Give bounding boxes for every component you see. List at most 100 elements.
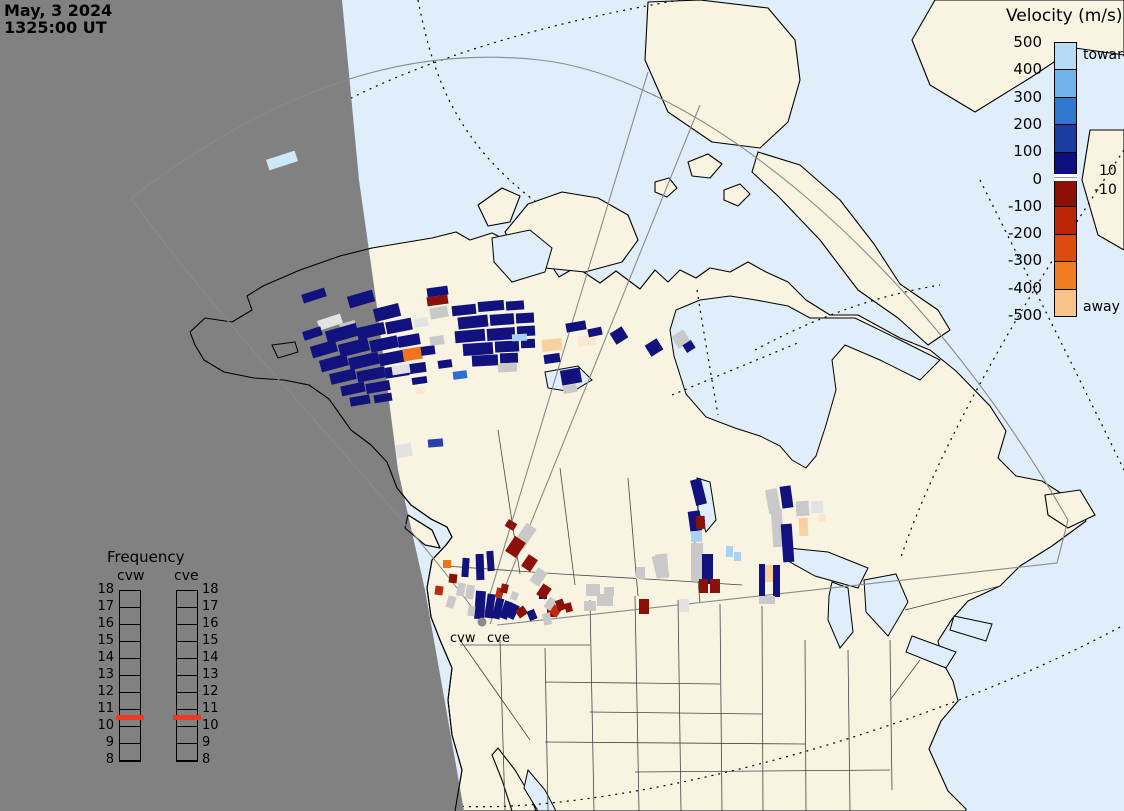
velocity-cell — [369, 335, 399, 353]
velocity-cell — [420, 345, 436, 356]
frequency-tick-right: 10 — [202, 718, 219, 733]
velocity-cell — [391, 363, 411, 376]
velocity-cell — [504, 518, 518, 532]
great-bear-lake — [491, 229, 553, 283]
frequency-bar-cell — [177, 744, 197, 761]
velocity-tick-label: 500 — [1013, 33, 1042, 51]
velocity-cell — [734, 552, 741, 561]
velocity-cell — [604, 587, 614, 596]
velocity-cell — [309, 339, 339, 359]
frequency-tick-left: 14 — [97, 650, 114, 665]
velocity-cell — [562, 383, 578, 395]
velocity-cell — [491, 597, 505, 620]
night-shade-overlay — [0, 0, 464, 811]
velocity-cell — [394, 442, 414, 459]
frequency-bar-cell — [177, 727, 197, 744]
frequency-tick-left: 17 — [97, 599, 114, 614]
velocity-cell — [699, 579, 708, 593]
velocity-cell — [554, 598, 567, 612]
frequency-bar-cell — [120, 659, 140, 676]
velocity-tick-label: 300 — [1013, 87, 1042, 106]
velocity-colorbar-segment — [1055, 125, 1076, 153]
velocity-cell — [349, 394, 371, 407]
velocity-cell — [266, 150, 298, 171]
frequency-bar-cell — [120, 625, 140, 642]
frequency-bar-cve — [173, 590, 201, 762]
frequency-tick-left: 16 — [97, 616, 114, 631]
frequency-tick-left: 10 — [97, 718, 114, 733]
velocity-cell — [448, 573, 458, 584]
velocity-cell — [427, 438, 444, 448]
velocity-cell — [494, 340, 520, 353]
velocity-cell — [710, 579, 720, 593]
frequency-bar-cell — [177, 676, 197, 693]
velocity-cell — [691, 543, 703, 581]
fov-outer-arc — [130, 56, 1069, 521]
frequency-tick-right: 11 — [202, 701, 219, 716]
velocity-cell — [765, 565, 773, 582]
frequency-bar-cell — [177, 710, 197, 727]
velocity-cell — [475, 553, 485, 581]
radar-site-dot — [477, 617, 487, 627]
velocity-cell — [795, 500, 810, 517]
frequency-bar-cell — [177, 642, 197, 659]
velocity-cell — [467, 605, 476, 617]
date-label: May, 3 2024 — [4, 1, 113, 20]
frequency-tick-right: 8 — [202, 752, 211, 767]
timestamp: May, 3 2024 1325:00 UT — [4, 2, 112, 36]
velocity-cell — [457, 314, 489, 330]
frequency-tick-left: 12 — [97, 684, 114, 699]
velocity-cell — [682, 340, 696, 353]
velocity-cell — [506, 603, 520, 620]
velocity-tick-label: 400 — [1013, 60, 1042, 79]
velocity-cell — [609, 326, 629, 345]
frequency-tick-right: 15 — [202, 633, 219, 648]
velocity-tick-label: -200 — [1007, 224, 1042, 243]
velocity-cell — [818, 514, 826, 522]
velocity-cell — [541, 612, 553, 626]
velocity-cell — [520, 338, 536, 349]
frequency-bar-cell — [120, 710, 140, 727]
velocity-legend-title: Velocity (m/s) — [1006, 6, 1123, 26]
velocity-cell — [639, 599, 649, 614]
velocity-cell — [317, 313, 343, 331]
frequency-bar-cell — [120, 693, 140, 710]
velocity-cell — [810, 500, 824, 514]
velocity-cell — [477, 299, 505, 313]
frequency-bar-cell — [177, 608, 197, 625]
graticule-group — [331, 0, 1124, 808]
velocity-cell — [429, 335, 445, 346]
banks-island — [477, 187, 521, 227]
velocity-cell — [356, 366, 386, 383]
velocity-cell — [462, 341, 494, 357]
velocity-cell — [318, 353, 350, 373]
lake-michigan — [827, 581, 854, 649]
frequency-bar-cell — [120, 642, 140, 659]
velocity-cell — [413, 316, 429, 329]
hudson-bay — [669, 295, 941, 469]
velocity-cell — [695, 515, 706, 530]
frequency-bar-cell — [120, 608, 140, 625]
velocity-cell — [586, 584, 600, 596]
velocity-tick-label: -300 — [1007, 251, 1042, 270]
frequency-bar-cell — [120, 727, 140, 744]
velocity-colorbar-segment — [1055, 289, 1076, 317]
velocity-cell — [770, 508, 785, 548]
velocity-cell — [559, 367, 583, 386]
velocity-cell — [515, 312, 535, 324]
frequency-tick-left: 11 — [97, 701, 114, 716]
fov-mid-edge-1 — [480, 71, 649, 625]
velocity-cell — [426, 285, 449, 298]
time-label: 1325:00 UT — [4, 18, 107, 37]
arctic-island-small-2 — [654, 177, 678, 198]
coastline-overlay-group — [189, 247, 463, 811]
velocity-cell — [408, 361, 427, 375]
velocity-cell — [541, 337, 563, 353]
frequency-tick-right: 13 — [202, 667, 219, 682]
velocity-cell — [565, 320, 587, 333]
velocity-cell — [543, 596, 558, 612]
inner-threshold-pos-label: 10 — [1099, 163, 1117, 179]
velocity-cell — [434, 585, 444, 596]
frequency-bar-cell — [177, 693, 197, 710]
velocity-cell — [402, 346, 423, 362]
